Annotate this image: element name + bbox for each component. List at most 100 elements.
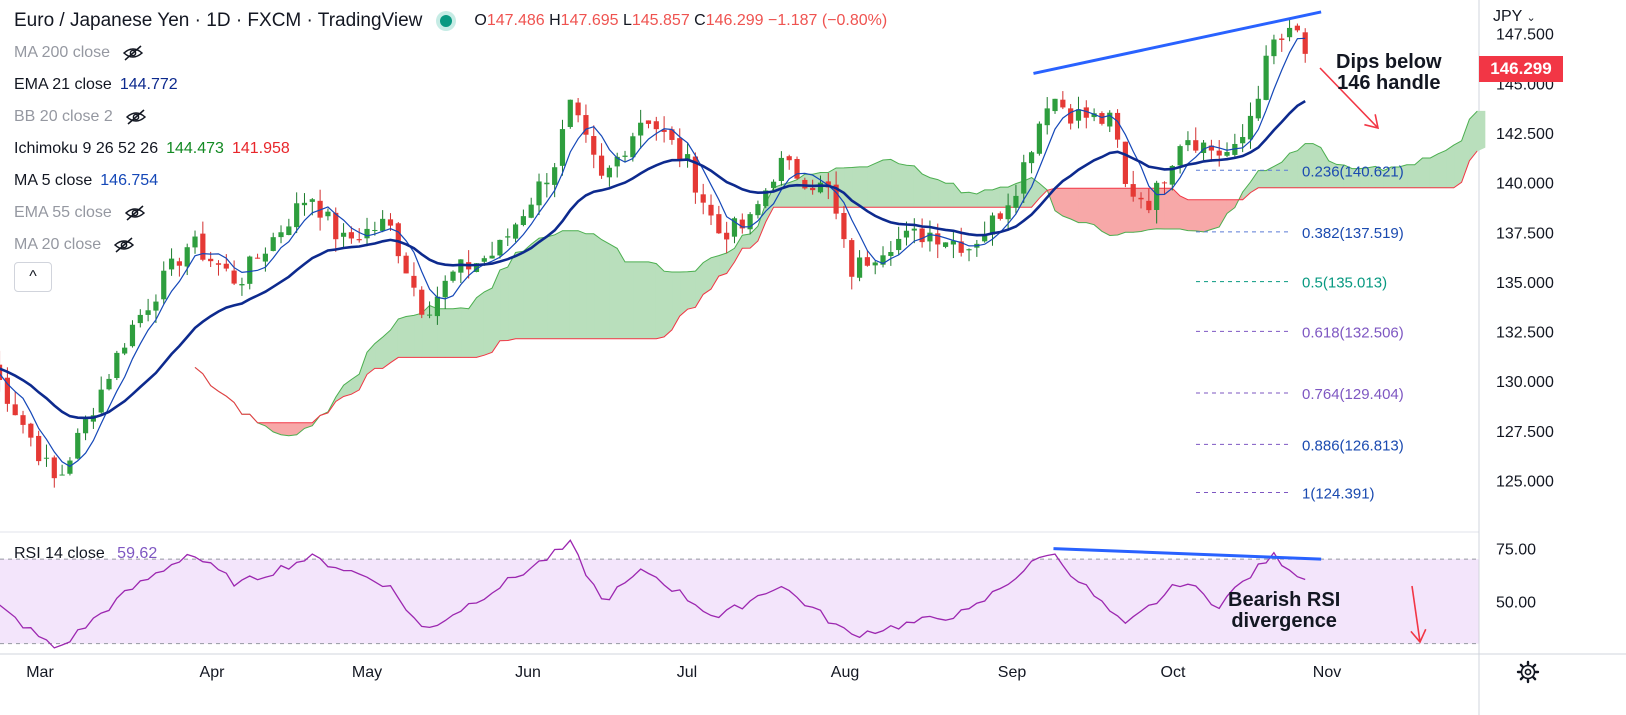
candle-body — [1114, 112, 1121, 140]
cloud-segment — [1078, 187, 1087, 223]
rsi-tick-label: 50.00 — [1496, 594, 1536, 611]
candle-body — [98, 389, 104, 413]
candle-body — [1154, 182, 1160, 210]
market-status-icon[interactable] — [440, 15, 453, 27]
indicator-ema55[interactable]: EMA 55 close — [14, 204, 146, 222]
cloud-segment — [1093, 187, 1103, 232]
eye-crossed-icon[interactable] — [125, 109, 147, 125]
candle-body — [153, 301, 159, 311]
candle-body — [309, 199, 315, 202]
fib-label: 0.618(132.506) — [1302, 324, 1404, 341]
candle-body — [333, 212, 339, 240]
month-tick-label: May — [352, 664, 382, 681]
candle-body — [262, 253, 268, 262]
candle-body — [567, 99, 573, 127]
cloud-segment — [655, 262, 665, 340]
candle-body — [1013, 195, 1019, 208]
price-tick-label: 130.000 — [1496, 374, 1554, 391]
candle-body — [168, 258, 175, 270]
cloud-segment — [1257, 170, 1267, 189]
candle-body — [161, 270, 167, 300]
indicator-bb20[interactable]: BB 20 close 2 — [14, 108, 147, 126]
rsi-legend[interactable]: RSI 14 close 59.62 — [14, 545, 157, 563]
candle-body — [278, 232, 284, 238]
month-tick-label: Aug — [831, 664, 859, 681]
fib-label: 1(124.391) — [1302, 485, 1375, 502]
candle-body — [849, 240, 855, 277]
cloud-segment — [1211, 199, 1220, 230]
currency-label: JPY — [1493, 8, 1523, 25]
candle-body — [106, 378, 112, 390]
candle-body — [184, 247, 190, 267]
candle-body — [512, 224, 519, 239]
cloud-segment — [882, 159, 892, 208]
indicator-ema21[interactable]: EMA 21 close 144.772 — [14, 76, 178, 94]
candle-body — [364, 228, 370, 239]
candle-body — [20, 415, 26, 425]
cloud-segment — [843, 167, 853, 208]
candle-body — [935, 233, 941, 245]
cloud-segment — [554, 230, 563, 339]
symbol-title[interactable]: Euro / Japanese Yen · 1D · FXCM · Tradin… — [14, 10, 423, 31]
candle-body — [239, 284, 245, 286]
candle-body — [215, 263, 222, 265]
cloud-segment — [663, 270, 673, 338]
cloud-segment — [1203, 199, 1212, 233]
candle-body — [75, 432, 81, 459]
candle-body — [145, 310, 151, 315]
candle-body — [653, 121, 659, 130]
candle-body — [528, 204, 534, 218]
currency-selector[interactable]: JPY ⌄ — [1493, 8, 1536, 26]
candle-body — [942, 242, 949, 247]
candle-body — [1075, 109, 1082, 121]
candle-body — [1240, 137, 1246, 144]
candle-body — [67, 460, 73, 474]
candle-body — [731, 218, 738, 237]
candle-body — [575, 102, 581, 116]
eye-crossed-icon[interactable] — [113, 237, 135, 253]
indicator-ma5[interactable]: MA 5 close 146.754 — [14, 172, 158, 190]
indicator-ma20[interactable]: MA 20 close — [14, 236, 135, 254]
candle-body — [622, 155, 628, 157]
high-label: H — [549, 12, 561, 29]
cloud-segment — [921, 173, 931, 208]
candle-body — [1177, 146, 1183, 166]
cloud-segment — [1437, 149, 1447, 189]
candle-body — [958, 241, 964, 253]
candle-body — [114, 352, 120, 378]
cloud-segment — [1445, 144, 1455, 189]
candle-body — [810, 187, 816, 191]
candle-body — [1052, 98, 1058, 112]
candle-body — [489, 255, 495, 259]
indicator-ma200[interactable]: MA 200 close — [14, 44, 144, 62]
cloud-segment — [523, 243, 532, 339]
candle-body — [1216, 150, 1222, 156]
cloud-segment — [1476, 110, 1486, 152]
candle-body — [1091, 113, 1097, 118]
current-price-label: 146.299 — [1479, 56, 1563, 82]
cloud-segment — [1429, 153, 1439, 189]
eye-crossed-icon[interactable] — [122, 45, 144, 61]
candle-body — [1068, 108, 1074, 124]
month-tick-label: Apr — [200, 664, 226, 681]
candle-body — [692, 156, 698, 193]
candle-body — [1193, 140, 1199, 151]
eye-crossed-icon[interactable] — [124, 205, 146, 221]
high-value: 147.695 — [560, 12, 619, 29]
gear-icon[interactable] — [1516, 660, 1540, 684]
indicator-ichimoku[interactable]: Ichimoku 9 26 52 26 144.473 141.958 — [14, 140, 290, 158]
candle-body — [0, 364, 3, 381]
candle-body — [231, 270, 237, 284]
indicator-value: 144.772 — [119, 76, 178, 93]
indicator-name: MA 5 close — [14, 172, 93, 189]
cloud-segment — [984, 189, 993, 208]
collapse-legend-button[interactable]: ^ — [14, 262, 52, 292]
cloud-segment — [999, 186, 1009, 208]
candle-body — [864, 257, 870, 266]
candle-body — [817, 182, 824, 193]
cloud-segment — [1062, 187, 1071, 220]
candle-body — [176, 261, 182, 266]
candle-body — [450, 271, 456, 281]
candle-body — [1263, 55, 1269, 100]
